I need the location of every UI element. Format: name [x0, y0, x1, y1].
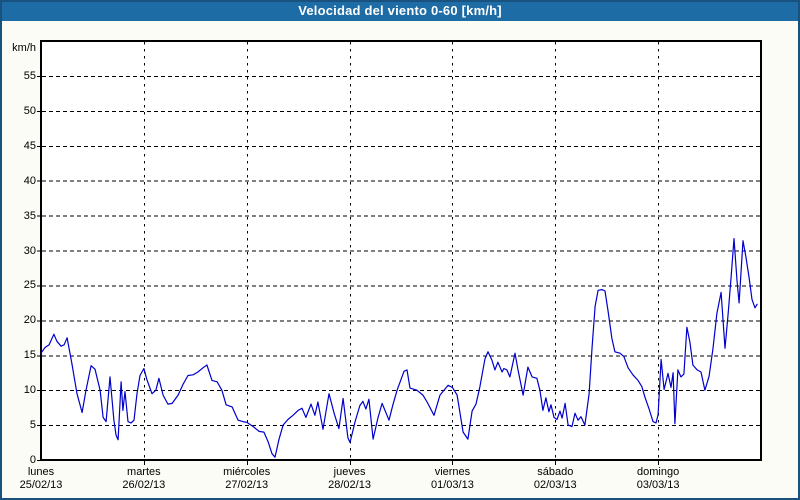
x-day-label: viernes 01/03/13	[407, 466, 497, 492]
x-day-label: martes 26/02/13	[99, 466, 189, 492]
y-tick-label: 30	[23, 244, 36, 257]
y-tick-label: 50	[23, 104, 36, 117]
day-date: 25/02/13	[19, 479, 63, 491]
chart-title: Velocidad del viento 0-60 [km/h]	[298, 3, 502, 18]
x-day-label: lunes 25/02/13	[0, 466, 86, 492]
y-tick-label: 55	[23, 69, 36, 82]
day-date: 03/03/13	[636, 479, 680, 491]
day-name: viernes	[434, 466, 471, 478]
day-date: 27/02/13	[225, 479, 269, 491]
day-name: domingo	[637, 466, 680, 478]
day-name: sábado	[537, 466, 574, 478]
day-name: lunes	[27, 466, 55, 478]
day-date: 28/02/13	[328, 479, 371, 491]
x-day-label: sábado 02/03/13	[510, 466, 600, 492]
x-day-label: jueves 28/02/13	[305, 466, 395, 492]
y-tick-label: 25	[23, 279, 36, 292]
y-tick-label: 35	[23, 209, 36, 222]
y-tick-label: 15	[23, 349, 36, 362]
y-axis-unit-label: km/h	[12, 42, 36, 54]
chart-title-bar: Velocidad del viento 0-60 [km/h]	[0, 0, 800, 21]
day-date: 01/03/13	[431, 479, 474, 491]
day-date: 26/02/13	[122, 479, 166, 491]
y-tick-label: 45	[23, 139, 36, 152]
y-tick-label: 20	[23, 314, 36, 327]
y-tick-label: 40	[23, 174, 36, 187]
y-tick-label: 0	[29, 454, 36, 466]
day-name: martes	[127, 466, 161, 478]
x-day-label: domingo 03/03/13	[613, 466, 703, 492]
wind-speed-line	[40, 238, 758, 458]
day-name: jueves	[333, 466, 366, 478]
day-name: miércoles	[223, 466, 271, 478]
y-tick-label: 5	[29, 419, 36, 432]
y-tick-label: 10	[23, 384, 36, 397]
day-date: 02/03/13	[533, 479, 577, 491]
x-day-label: miércoles 27/02/13	[202, 466, 292, 492]
